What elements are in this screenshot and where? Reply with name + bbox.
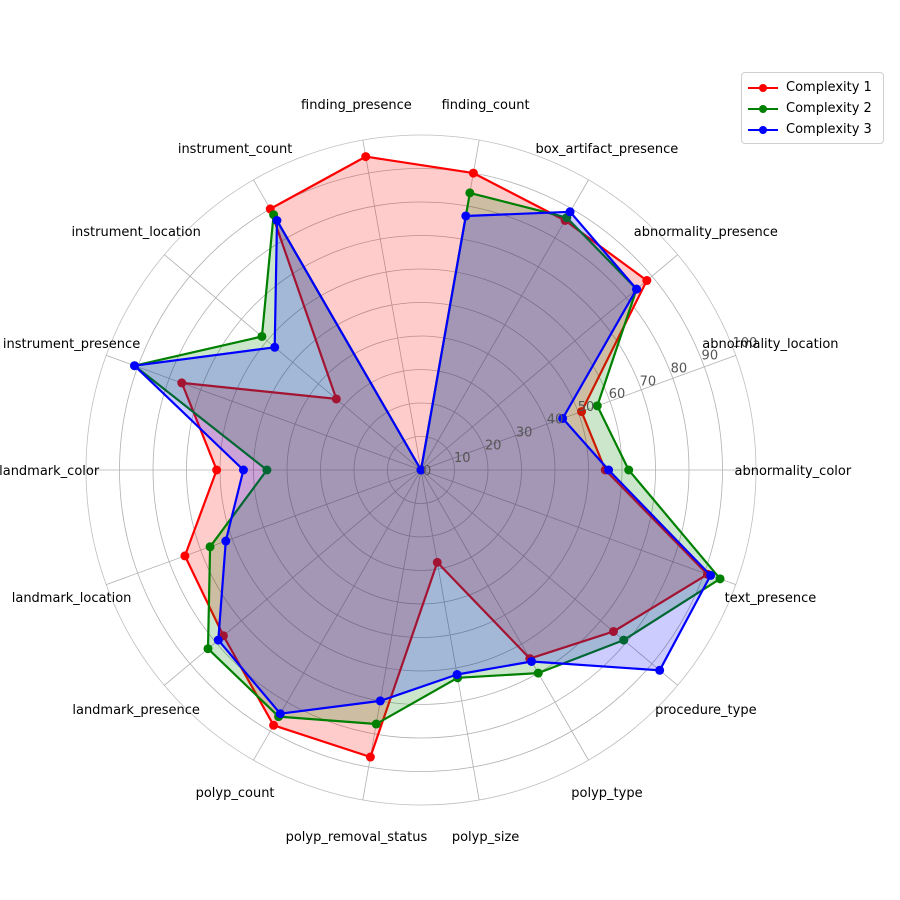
category-label: box_artifact_presence (536, 142, 679, 157)
data-point (180, 551, 190, 561)
tick-label: 80 (671, 361, 688, 376)
data-point (608, 627, 618, 637)
data-point (262, 465, 272, 475)
grid-spoke (420, 179, 589, 471)
tick-label: 30 (516, 426, 533, 441)
category-label: abnormality_location (702, 337, 838, 352)
data-point (715, 574, 725, 584)
category-label: procedure_type (655, 703, 757, 718)
legend-item-complexity-1: Complexity 1 (748, 77, 877, 98)
grid-spoke (420, 469, 678, 686)
series-area-2 (134, 192, 721, 724)
data-point (270, 342, 280, 352)
legend: Complexity 1 Complexity 2 Complexity 3 (741, 72, 884, 144)
category-label: landmark_presence (72, 703, 200, 718)
category-label: finding_presence (301, 98, 412, 113)
category-label: abnormality_presence (634, 225, 778, 240)
legend-swatch-complexity-2 (748, 103, 778, 115)
legend-label: Complexity 2 (786, 101, 872, 116)
radar-grid (85, 134, 757, 806)
data-point (604, 465, 614, 475)
category-label: finding_count (442, 98, 530, 113)
data-point (577, 407, 587, 417)
legend-label: Complexity 1 (786, 80, 872, 95)
data-point (432, 557, 442, 567)
data-point (624, 465, 634, 475)
data-point (465, 188, 475, 198)
tick-label: 20 (485, 438, 502, 453)
tick-label: 60 (609, 387, 626, 402)
grid-spoke (106, 469, 422, 585)
grid-spoke (420, 469, 480, 800)
data-point (655, 665, 665, 675)
legend-item-complexity-2: Complexity 2 (748, 98, 877, 119)
data-point (565, 207, 575, 217)
category-label: polyp_size (452, 830, 519, 845)
data-point (632, 284, 642, 294)
data-point (213, 635, 223, 645)
tick-label: 50 (578, 400, 595, 415)
data-point (642, 276, 652, 286)
data-point (203, 644, 213, 654)
legend-swatch-complexity-3 (748, 124, 778, 136)
data-point (238, 465, 248, 475)
category-label: landmark_color (0, 464, 100, 479)
data-point (416, 465, 426, 475)
data-point (205, 542, 215, 552)
category-label: landmark_location (12, 591, 132, 606)
tick-label: 40 (547, 413, 564, 428)
data-point (558, 413, 568, 423)
data-point (592, 401, 602, 411)
category-label: instrument_count (178, 142, 292, 157)
data-point (461, 211, 471, 221)
grid-spoke (106, 355, 422, 471)
category-label: text_presence (725, 591, 817, 606)
category-label: polyp_count (196, 786, 275, 801)
data-point (533, 668, 543, 678)
data-point (371, 719, 381, 729)
data-point (257, 331, 267, 341)
radar-series (130, 152, 725, 762)
data-point (269, 720, 279, 730)
data-point (706, 570, 716, 580)
data-point (452, 670, 462, 680)
tick-label: 90 (702, 349, 719, 364)
tick-label: 0 (423, 464, 431, 479)
data-point (468, 168, 478, 178)
grid-spoke (362, 140, 422, 471)
grid-spoke (420, 469, 589, 761)
legend-swatch-complexity-1 (748, 82, 778, 94)
data-point (527, 656, 537, 666)
legend-item-complexity-3: Complexity 3 (748, 119, 877, 140)
data-point (272, 215, 282, 225)
data-point (212, 465, 222, 475)
data-point (619, 635, 629, 645)
series-area-1 (181, 156, 708, 758)
data-point (275, 709, 285, 719)
data-point (365, 752, 375, 762)
data-point (375, 696, 385, 706)
grid-spoke (362, 469, 422, 800)
data-point (177, 378, 187, 388)
legend-label: Complexity 3 (786, 122, 872, 137)
data-point (130, 361, 140, 371)
category-label: instrument_presence (3, 337, 140, 352)
category-label: polyp_removal_status (286, 830, 428, 845)
tick-label: 70 (640, 374, 657, 389)
tick-label: 10 (454, 451, 471, 466)
category-label: instrument_location (71, 225, 200, 240)
category-label: abnormality_color (735, 464, 852, 479)
grid-spoke (164, 254, 422, 471)
category-label: polyp_type (571, 786, 642, 801)
tick-label: 100 (732, 336, 757, 351)
radar-labels: 0 10 20 30 40 50 60 70 80 90 100 abnormality_color a… (0, 98, 852, 845)
grid-spoke (420, 469, 736, 585)
data-point (331, 394, 341, 404)
data-point (221, 536, 231, 546)
data-point (361, 152, 371, 162)
